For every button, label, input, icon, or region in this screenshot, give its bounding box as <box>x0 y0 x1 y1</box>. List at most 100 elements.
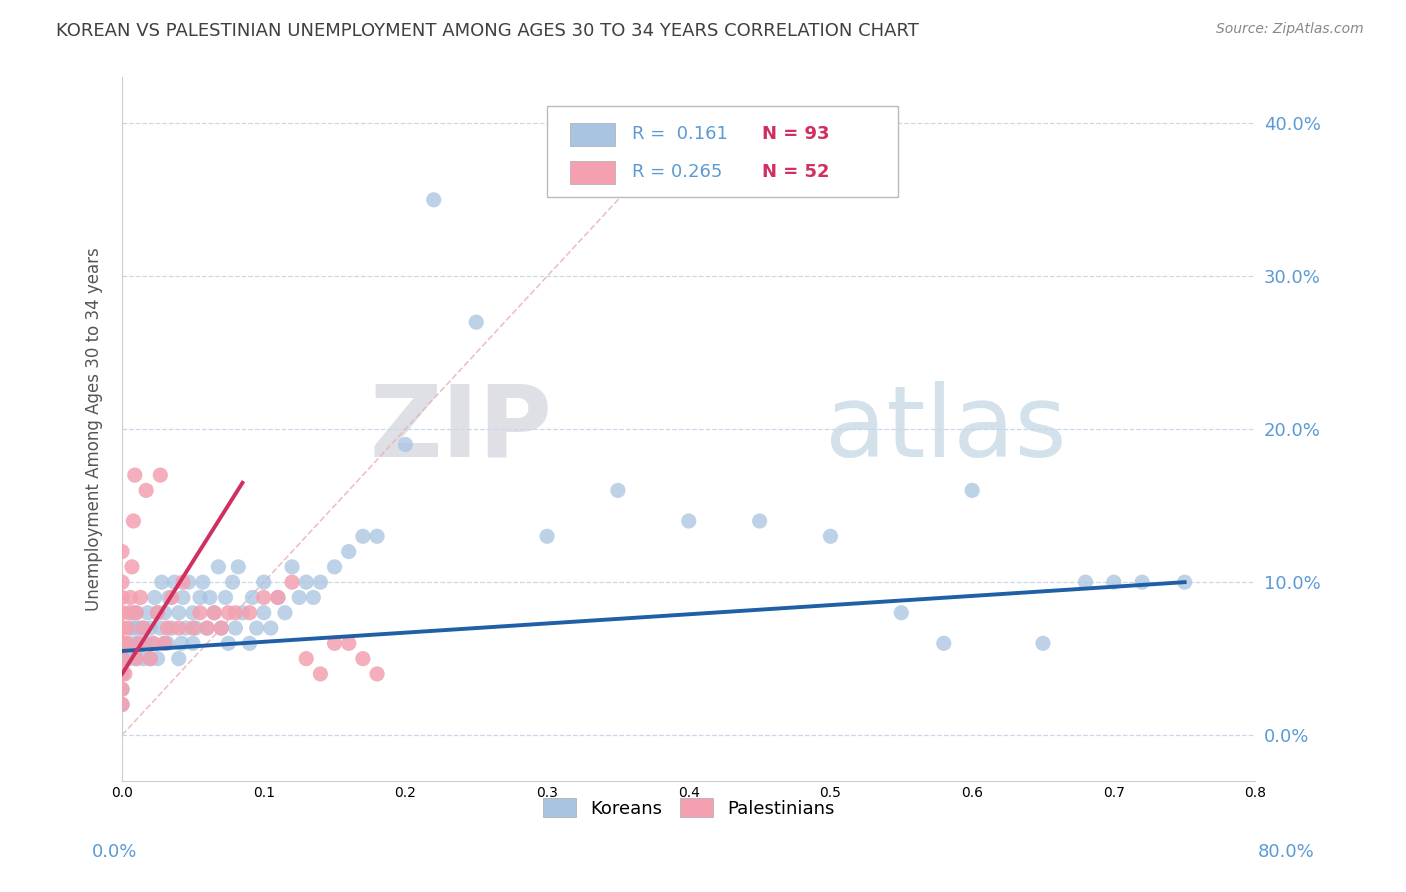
Text: Source: ZipAtlas.com: Source: ZipAtlas.com <box>1216 22 1364 37</box>
Point <box>111 698 134 712</box>
Point <box>188 591 211 605</box>
Point <box>195 621 218 635</box>
Point <box>184 621 207 635</box>
Point <box>267 591 290 605</box>
Point <box>536 529 558 543</box>
Point <box>157 591 180 605</box>
Point <box>124 468 146 483</box>
Point <box>214 591 236 605</box>
Point <box>167 621 190 635</box>
Point <box>295 651 318 665</box>
Point <box>217 636 239 650</box>
Point <box>150 575 173 590</box>
Point <box>149 621 172 635</box>
Point <box>202 606 225 620</box>
Point <box>111 636 134 650</box>
Point <box>111 651 134 665</box>
Point <box>198 591 221 605</box>
Point <box>132 651 155 665</box>
Point <box>302 591 325 605</box>
Point <box>260 621 283 635</box>
Point <box>295 575 318 590</box>
Point <box>1032 636 1054 650</box>
Point <box>114 667 136 681</box>
Point <box>111 682 134 697</box>
Point <box>352 651 374 665</box>
Point <box>1074 575 1097 590</box>
Point <box>195 621 218 635</box>
Point <box>111 698 134 712</box>
Point <box>129 621 152 635</box>
Point <box>125 621 148 635</box>
FancyBboxPatch shape <box>569 123 614 146</box>
Point <box>242 591 264 605</box>
Point <box>172 591 194 605</box>
Point <box>136 606 159 620</box>
Point <box>172 575 194 590</box>
Point <box>231 606 253 620</box>
Point <box>120 591 142 605</box>
Point <box>139 621 162 635</box>
Point <box>125 606 148 620</box>
Point <box>111 651 134 665</box>
Point <box>125 606 148 620</box>
Point <box>111 575 134 590</box>
Point <box>118 636 141 650</box>
Point <box>146 606 169 620</box>
Point <box>253 575 276 590</box>
Point <box>135 636 157 650</box>
Point <box>606 483 628 498</box>
Point <box>111 636 134 650</box>
Point <box>226 560 249 574</box>
Point <box>309 575 332 590</box>
Point <box>122 514 145 528</box>
Point <box>181 606 204 620</box>
Point <box>323 560 346 574</box>
Point <box>174 621 197 635</box>
Point <box>139 651 162 665</box>
Point <box>142 636 165 650</box>
Point <box>1130 575 1153 590</box>
Point <box>207 560 229 574</box>
Point <box>111 682 134 697</box>
Point <box>238 606 260 620</box>
Point <box>960 483 983 498</box>
Point <box>125 651 148 665</box>
Point <box>117 621 139 635</box>
Point <box>188 606 211 620</box>
Text: 0.0%: 0.0% <box>91 843 136 861</box>
Text: N = 93: N = 93 <box>762 126 830 144</box>
Point <box>160 591 183 605</box>
Point <box>309 667 332 681</box>
Point <box>366 529 388 543</box>
Point <box>125 636 148 650</box>
Point <box>202 606 225 620</box>
Point <box>111 621 134 635</box>
Point <box>111 621 134 635</box>
Point <box>121 560 143 574</box>
Text: atlas: atlas <box>825 381 1066 478</box>
Point <box>394 437 416 451</box>
Point <box>337 544 360 558</box>
Point <box>111 606 134 620</box>
Point <box>129 591 152 605</box>
Point <box>118 606 141 620</box>
Point <box>111 636 134 650</box>
Point <box>1102 575 1125 590</box>
Point <box>111 667 134 681</box>
Point <box>156 636 179 650</box>
Point <box>1174 575 1197 590</box>
Point <box>153 636 176 650</box>
Point <box>132 621 155 635</box>
Point <box>678 514 700 528</box>
Point <box>932 636 955 650</box>
Point <box>366 667 388 681</box>
Point <box>111 636 134 650</box>
Point <box>181 621 204 635</box>
Point <box>253 606 276 620</box>
Point <box>191 575 214 590</box>
Point <box>748 514 770 528</box>
Point <box>352 529 374 543</box>
Point <box>167 651 190 665</box>
Point <box>118 651 141 665</box>
